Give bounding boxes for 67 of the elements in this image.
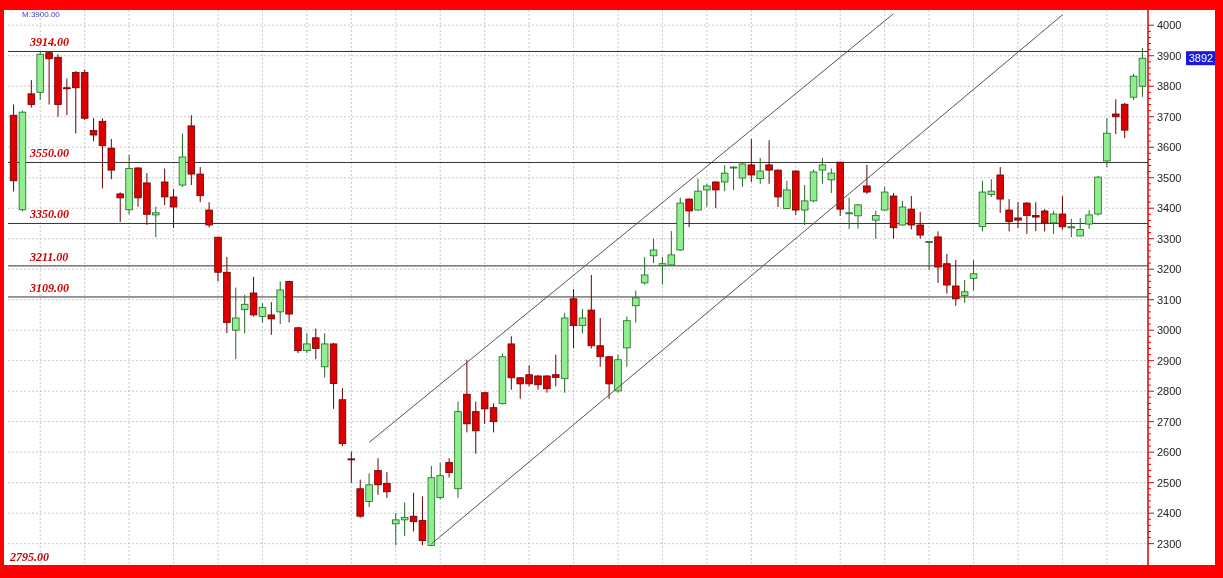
candlestick [640,256,649,285]
candlestick [818,157,827,185]
ref-line-label: 3109.00 [29,280,69,295]
candlestick [1049,210,1058,235]
candlestick [685,197,693,228]
y-tick-label: 2700 [1157,415,1182,428]
candlestick [720,164,729,192]
y-tick-label: 3100 [1157,293,1182,306]
candlestick [249,276,258,317]
candlestick [205,201,213,228]
y-tick-label: 3000 [1157,324,1182,337]
candlestick [312,328,320,360]
y-tick-label: 3800 [1157,80,1182,93]
ref-line-label: 3914.00 [29,35,69,50]
ref-line-label: 3350.00 [29,207,69,222]
y-tick-label: 2900 [1157,354,1182,367]
y-tick-label: 2300 [1157,537,1182,550]
candlestick [107,138,116,180]
y-tick-label: 3400 [1157,202,1182,215]
ref-line-label: 3211.00 [29,249,69,264]
candlestick [783,180,791,210]
y-tick-label: 3700 [1157,110,1182,123]
candlestick [27,79,36,109]
candlestick [960,279,969,304]
candlestick [152,206,160,238]
candlestick [1058,195,1067,231]
annotation: 2795.00 [9,550,49,564]
y-tick-label: 3900 [1157,49,1182,62]
candlestick [863,164,871,195]
candlestick [116,191,124,223]
candlestick [898,200,907,227]
candlestick [649,238,658,264]
candlestick [827,168,836,194]
ref-line-label: 3550.00 [29,146,69,161]
candlestick [578,308,587,334]
candlestick [880,186,889,212]
candlestick [347,451,356,484]
candlestick [267,301,276,336]
y-tick-label: 3300 [1157,232,1182,245]
y-tick-label: 2800 [1157,385,1182,398]
candlestick [712,180,720,209]
text: 3892 [1188,52,1214,65]
candlestick [445,457,453,478]
candlestick [294,326,302,354]
candlestick [756,157,764,185]
y-tick-label: 2500 [1157,476,1182,489]
candlestick [258,302,267,324]
y-tick-label: 3600 [1157,141,1182,154]
annotation: M:3900.00 [22,10,61,19]
candlestick [872,210,880,240]
candlestick [1067,218,1076,238]
candlestick [320,332,329,378]
y-tick-label: 3200 [1157,263,1182,276]
candlestick [303,332,311,354]
candlestick [747,138,756,183]
y-tick-label: 4000 [1157,19,1182,32]
candlestick [240,294,249,334]
candlestick [276,280,284,325]
candlestick [632,290,640,324]
candlestick [365,473,373,508]
y-tick-label: 2600 [1157,446,1182,459]
y-tick-label: 2400 [1157,507,1182,520]
candlestick [1076,217,1084,237]
candlestick [969,259,978,292]
y-tick-label: 3500 [1157,171,1182,184]
candlestick [925,240,933,271]
candlestick [232,287,240,360]
